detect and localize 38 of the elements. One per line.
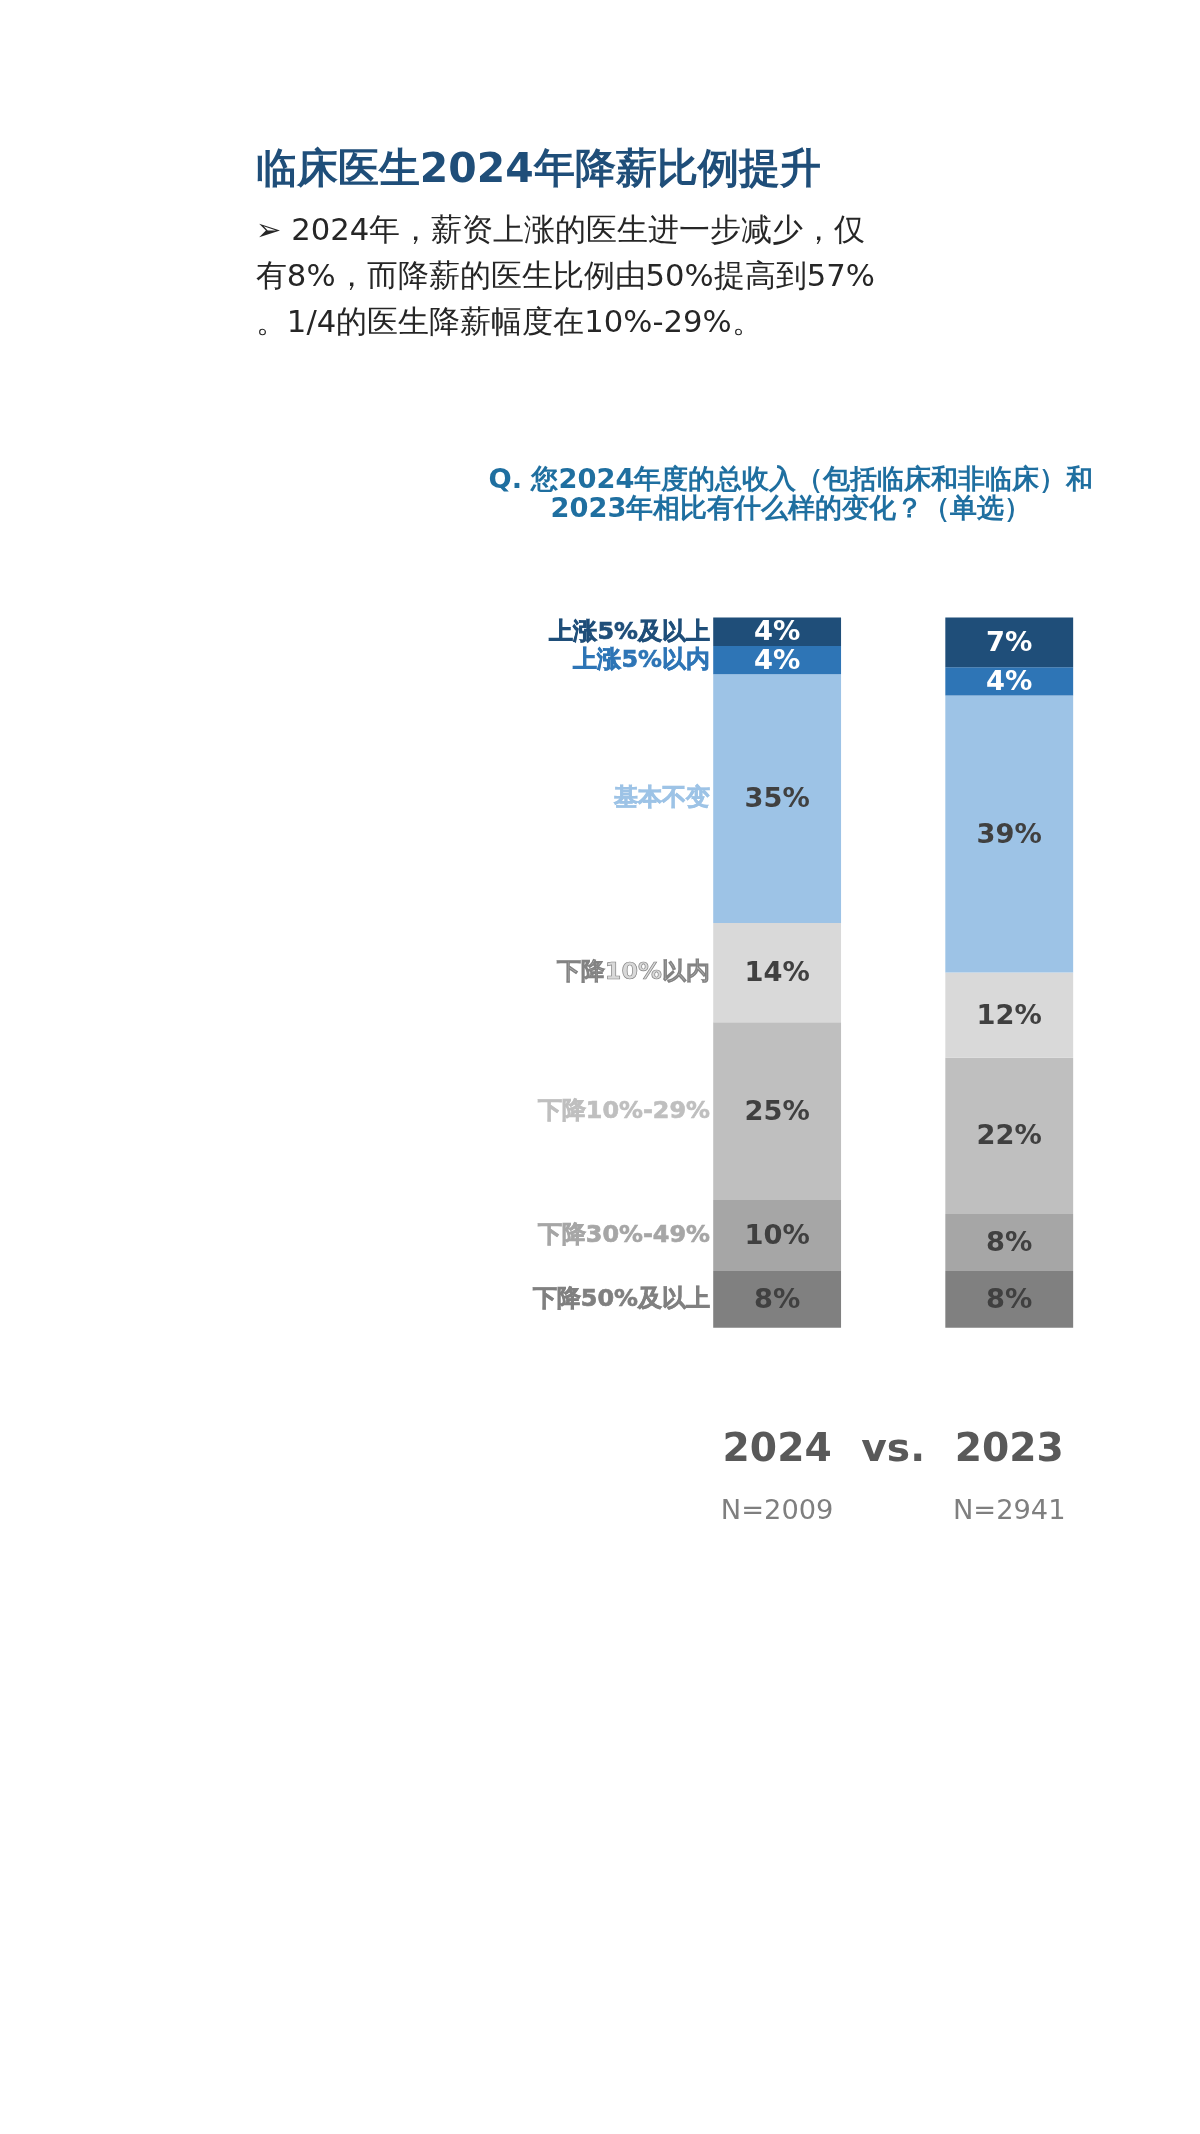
text: Q. 您2024年度的总收入（包括临床和非临床）和2023年相比有什么样的变化？（单选）: [488, 463, 1094, 524]
series-label: 上涨5%以内: [572, 644, 710, 673]
data-label: 39%: [976, 817, 1042, 849]
data-label: 8%: [753, 1282, 801, 1314]
bar: [713, 922, 842, 1023]
series-label: 下降10%-29%: [536, 1095, 711, 1124]
bar: [713, 1199, 842, 1271]
text: vs.: [861, 1424, 926, 1470]
series-label: 基本不变: [612, 783, 710, 812]
data-label: 8%: [986, 1282, 1033, 1314]
bar: [945, 695, 1074, 973]
bar: [713, 1270, 842, 1328]
bar: [945, 972, 1074, 1058]
series-label: 下降10%以内: [555, 957, 710, 986]
series-label: 下降50%及以上: [531, 1284, 710, 1313]
bar: [713, 674, 842, 923]
data-label: 8%: [986, 1226, 1033, 1258]
bar: [713, 1022, 842, 1200]
x-tick-label: 2023: [954, 1425, 1064, 1471]
data-label: 10%: [744, 1218, 810, 1250]
data-label: 25%: [744, 1094, 810, 1126]
bar: [945, 617, 1074, 668]
x-tick-label: 2024: [722, 1425, 832, 1471]
data-label: 7%: [986, 625, 1033, 657]
bar: [945, 1214, 1074, 1271]
text: N=2009: [720, 1494, 834, 1526]
bar: [945, 1057, 1074, 1215]
data-label: 14%: [744, 956, 810, 988]
data-label: 35%: [744, 782, 810, 814]
chart-subtitle: ➢ 2024年，薪资上涨的医生进一步减少，仅有8%，而降薪的医生比例由50%提高到57%。1/4的医生降薪幅度在10%-29%。: [255, 212, 875, 340]
series-label: 上涨5%及以上: [548, 616, 710, 645]
data-label: 22%: [976, 1119, 1042, 1151]
data-label: 4%: [986, 664, 1033, 696]
series-label: 下降30%-49%: [536, 1220, 711, 1249]
bar: [945, 1270, 1074, 1328]
text: N=2941: [952, 1494, 1066, 1526]
data-label: 12%: [976, 998, 1042, 1030]
chart-title: 临床医生2024年降薪比例提升: [255, 144, 821, 193]
